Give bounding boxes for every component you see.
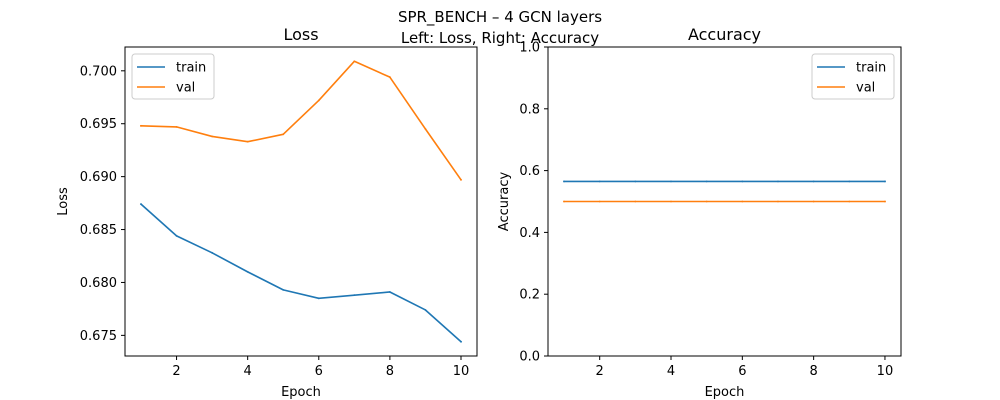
loss-val-point bbox=[388, 76, 391, 79]
loss-y-tick-label: 0.685 bbox=[80, 223, 117, 238]
loss-val-point bbox=[282, 133, 285, 136]
loss-x-axis-label: Epoch bbox=[281, 385, 321, 400]
loss-train-point bbox=[317, 297, 320, 300]
accuracy-train-point bbox=[812, 180, 815, 183]
accuracy-train-point bbox=[670, 180, 672, 183]
accuracy-val-point bbox=[884, 200, 886, 203]
loss-val-point bbox=[140, 124, 142, 127]
accuracy-train-point bbox=[705, 180, 708, 183]
loss-train-line bbox=[139, 203, 463, 343]
accuracy-val-point bbox=[598, 200, 601, 203]
loss-val-point bbox=[317, 99, 320, 102]
loss-y-tick-label: 0.700 bbox=[80, 64, 117, 79]
loss-train-point bbox=[388, 291, 391, 293]
accuracy-x-tick-label: 8 bbox=[810, 364, 818, 379]
loss-val-point bbox=[211, 135, 214, 138]
loss-val-point bbox=[424, 128, 427, 130]
loss-legend-val-label: val bbox=[176, 81, 195, 96]
accuracy-panel: Accuracy 2 4 6 8 10 0.0 0.2 0.4 0.6 0.8 1.0 Epoch Acc… bbox=[497, 25, 902, 400]
loss-panel: Loss 2 4 6 8 10 0.675 0.680 0.685 0.690 0.695 0.700… bbox=[56, 25, 478, 400]
figure-title-line-2: Left: Loss, Right: Accuracy bbox=[401, 29, 599, 47]
accuracy-panel-title: Accuracy bbox=[688, 25, 761, 44]
accuracy-x-tick-label: 10 bbox=[877, 364, 894, 379]
accuracy-train-point bbox=[598, 180, 601, 183]
loss-x-tick-label: 6 bbox=[315, 364, 323, 379]
loss-val-point bbox=[246, 140, 249, 143]
accuracy-val-point bbox=[777, 200, 779, 203]
accuracy-train-point bbox=[884, 180, 886, 183]
loss-train-point bbox=[460, 340, 462, 343]
accuracy-x-axis-label: Epoch bbox=[705, 385, 745, 400]
loss-train-point bbox=[424, 309, 427, 311]
loss-train-point bbox=[175, 234, 178, 237]
loss-val-line bbox=[140, 60, 463, 181]
accuracy-train-point bbox=[563, 180, 565, 183]
accuracy-val-point bbox=[705, 200, 708, 203]
loss-val-point bbox=[353, 60, 356, 63]
accuracy-legend-val-label: val bbox=[856, 81, 875, 96]
accuracy-x-tick-label: 2 bbox=[596, 364, 604, 379]
accuracy-y-axis-label: Accuracy bbox=[497, 172, 512, 232]
loss-panel-title: Loss bbox=[283, 25, 318, 44]
accuracy-train-point bbox=[634, 180, 637, 183]
loss-x-tick-label: 8 bbox=[386, 364, 394, 379]
accuracy-train-point bbox=[777, 180, 779, 183]
loss-y-tick-label: 0.680 bbox=[80, 276, 117, 291]
accuracy-val-point bbox=[670, 200, 672, 203]
figure-title-line-1: SPR_BENCH – 4 GCN layers bbox=[398, 8, 602, 27]
loss-train-point bbox=[353, 294, 356, 297]
accuracy-y-tick-label: 0.2 bbox=[519, 288, 540, 303]
accuracy-val-point bbox=[741, 200, 744, 203]
accuracy-val-point bbox=[848, 200, 851, 203]
accuracy-x-tick-label: 6 bbox=[738, 364, 746, 379]
loss-val-point bbox=[460, 178, 462, 181]
loss-legend-train-label: train bbox=[176, 61, 206, 76]
accuracy-train-point bbox=[741, 180, 744, 183]
loss-val-point bbox=[175, 125, 178, 128]
loss-train-point bbox=[140, 203, 142, 206]
loss-x-tick-label: 10 bbox=[453, 364, 470, 379]
accuracy-val-point bbox=[563, 200, 565, 203]
loss-train-point bbox=[282, 288, 285, 291]
loss-plot-frame bbox=[124, 46, 478, 357]
loss-y-tick-label: 0.690 bbox=[80, 170, 117, 185]
accuracy-y-tick-label: 0.6 bbox=[519, 164, 540, 179]
accuracy-val-point bbox=[634, 200, 637, 203]
loss-y-tick-label: 0.675 bbox=[80, 329, 117, 344]
loss-y-axis-label: Loss bbox=[56, 187, 71, 216]
accuracy-y-tick-label: 1.0 bbox=[519, 41, 540, 56]
loss-x-tick-label: 2 bbox=[172, 364, 180, 379]
accuracy-x-tick-label: 4 bbox=[667, 364, 675, 379]
accuracy-y-tick-label: 0.0 bbox=[519, 350, 540, 365]
loss-y-tick-label: 0.695 bbox=[80, 117, 117, 132]
loss-train-point bbox=[211, 251, 214, 254]
accuracy-y-tick-label: 0.4 bbox=[519, 226, 540, 241]
accuracy-plot-frame bbox=[547, 46, 902, 357]
loss-x-tick-label: 4 bbox=[244, 364, 252, 379]
accuracy-legend-train-label: train bbox=[856, 61, 886, 76]
loss-train-point bbox=[246, 270, 249, 273]
accuracy-train-point bbox=[848, 180, 851, 183]
accuracy-val-point bbox=[812, 200, 815, 203]
accuracy-y-tick-label: 0.8 bbox=[519, 102, 540, 117]
